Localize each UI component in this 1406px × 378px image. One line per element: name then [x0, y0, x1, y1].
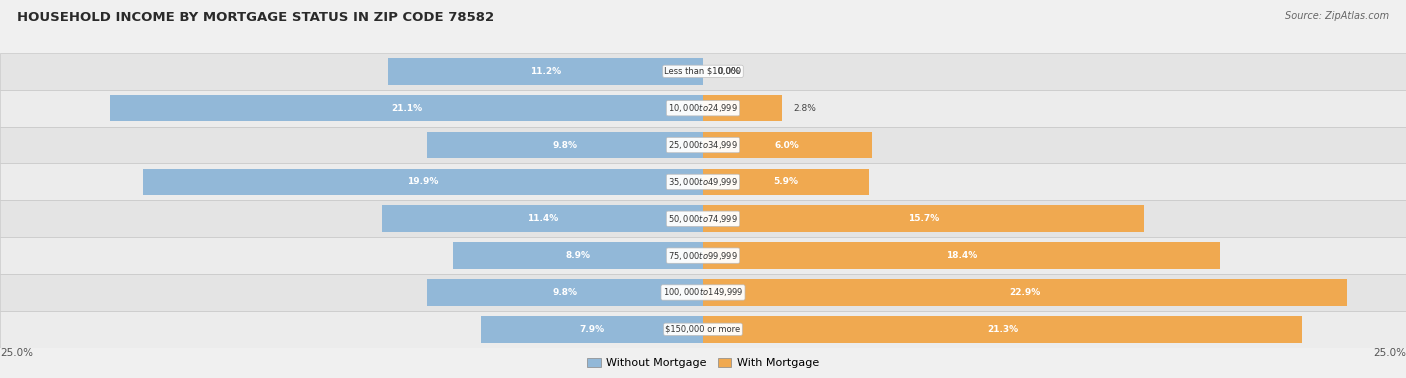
Bar — [703, 242, 1220, 269]
Text: $100,000 to $149,999: $100,000 to $149,999 — [662, 287, 744, 299]
Legend: Without Mortgage, With Mortgage: Without Mortgage, With Mortgage — [582, 353, 824, 372]
Bar — [703, 279, 1347, 306]
Bar — [481, 316, 703, 342]
Text: 9.8%: 9.8% — [553, 288, 578, 297]
Bar — [0, 90, 1406, 127]
Bar — [0, 274, 1406, 311]
Bar — [703, 95, 782, 121]
Bar — [703, 206, 1144, 232]
Bar — [703, 316, 1302, 342]
Text: $35,000 to $49,999: $35,000 to $49,999 — [668, 176, 738, 188]
Bar — [453, 242, 703, 269]
Text: $75,000 to $99,999: $75,000 to $99,999 — [668, 249, 738, 262]
Text: 5.9%: 5.9% — [773, 177, 799, 186]
Text: 18.4%: 18.4% — [946, 251, 977, 260]
Text: 0.0%: 0.0% — [717, 67, 740, 76]
Text: 2.8%: 2.8% — [793, 104, 815, 113]
Bar — [110, 95, 703, 121]
Bar — [703, 132, 872, 158]
Text: Source: ZipAtlas.com: Source: ZipAtlas.com — [1285, 11, 1389, 21]
Bar — [0, 311, 1406, 348]
Text: HOUSEHOLD INCOME BY MORTGAGE STATUS IN ZIP CODE 78582: HOUSEHOLD INCOME BY MORTGAGE STATUS IN Z… — [17, 11, 494, 24]
Text: 21.3%: 21.3% — [987, 325, 1018, 334]
Bar — [382, 206, 703, 232]
Bar — [0, 127, 1406, 164]
Text: 6.0%: 6.0% — [775, 141, 800, 150]
Bar — [388, 58, 703, 85]
Bar — [0, 200, 1406, 237]
Text: 8.9%: 8.9% — [565, 251, 591, 260]
Text: 25.0%: 25.0% — [0, 348, 32, 358]
Text: $150,000 or more: $150,000 or more — [665, 325, 741, 334]
Text: Less than $10,000: Less than $10,000 — [665, 67, 741, 76]
Text: 21.1%: 21.1% — [391, 104, 422, 113]
Text: $25,000 to $34,999: $25,000 to $34,999 — [668, 139, 738, 151]
Text: 15.7%: 15.7% — [908, 214, 939, 223]
Bar — [427, 279, 703, 306]
Bar — [0, 164, 1406, 200]
Text: 22.9%: 22.9% — [1010, 288, 1040, 297]
Text: 19.9%: 19.9% — [408, 177, 439, 186]
Bar — [427, 132, 703, 158]
Text: $10,000 to $24,999: $10,000 to $24,999 — [668, 102, 738, 114]
Bar — [0, 53, 1406, 90]
Bar — [0, 237, 1406, 274]
Bar — [703, 169, 869, 195]
Text: 25.0%: 25.0% — [1374, 348, 1406, 358]
Text: 11.4%: 11.4% — [527, 214, 558, 223]
Text: $50,000 to $74,999: $50,000 to $74,999 — [668, 213, 738, 225]
Text: 7.9%: 7.9% — [579, 325, 605, 334]
Text: 9.8%: 9.8% — [553, 141, 578, 150]
Text: 11.2%: 11.2% — [530, 67, 561, 76]
Bar — [143, 169, 703, 195]
